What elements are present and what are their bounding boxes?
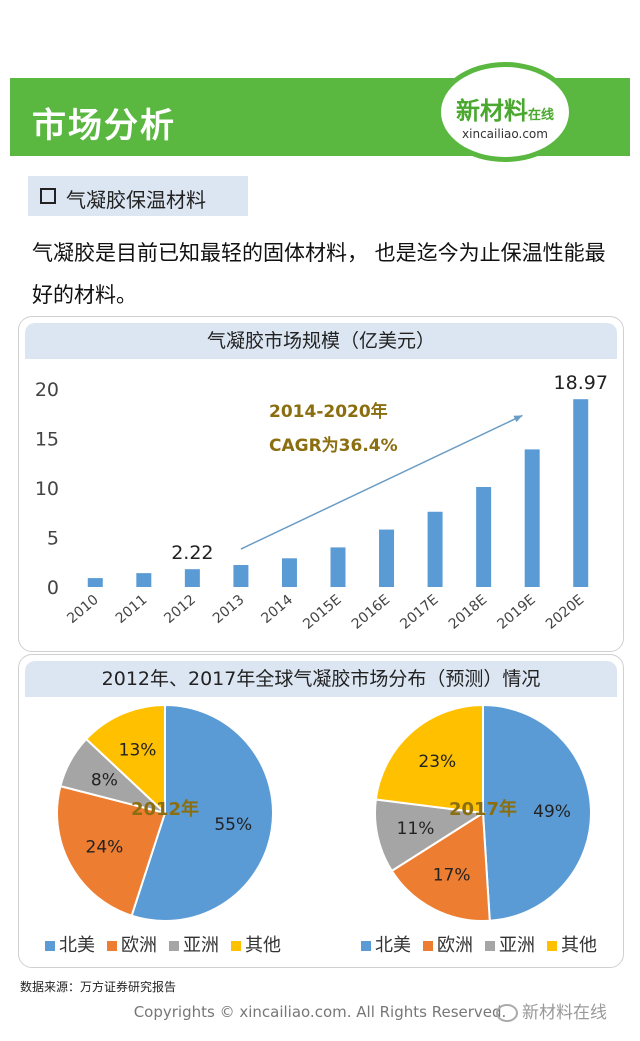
y-tick-label: 20 [35, 379, 59, 401]
subheading-text: 气凝胶保温材料 [66, 188, 206, 212]
x-tick-label: 2016E [349, 592, 393, 633]
bar [524, 449, 540, 587]
pie-center-label: 2017年 [449, 798, 517, 820]
wechat-account[interactable]: 新材料在线 [496, 998, 607, 1023]
pie-slice [56, 784, 167, 917]
page-title: 市场分析 [32, 106, 176, 146]
pie-chart-title: 2012年、2017年全球气凝胶市场分布（预测）情况 [25, 661, 617, 697]
pie-slice-label: 49% [533, 802, 571, 822]
bar [427, 511, 443, 587]
x-tick-label: 2012 [161, 592, 199, 627]
legend-swatch [361, 941, 371, 951]
pie-slice-label: 17% [433, 866, 471, 886]
wechat-label: 新材料在线 [522, 1003, 607, 1023]
pie-slice [390, 811, 491, 922]
data-label: 2.22 [171, 542, 213, 564]
bar [136, 573, 152, 587]
wechat-icon [496, 1004, 518, 1022]
logo-url-text: xincailiao.com [462, 127, 548, 141]
trend-arrow-line [240, 414, 523, 550]
copyright-text: Copyrights © xincailiao.com. All Rights … [133, 1003, 507, 1021]
cagr-annotation-line1: 2014-2020年 [269, 401, 388, 422]
bar [379, 529, 395, 587]
legend-label: 亚洲 [499, 935, 535, 956]
pie-slice [374, 703, 484, 815]
x-tick-label: 2010 [64, 592, 102, 627]
bar [476, 487, 492, 587]
cagr-annotation-line2: CAGR为36.4% [269, 435, 398, 456]
brand-logo: 新材料在线 xincailiao.com [436, 62, 574, 162]
pie-center-label: 2012年 [131, 798, 199, 820]
square-bullet-icon [40, 188, 56, 204]
legend-swatch [231, 941, 241, 951]
x-tick-label: 2018E [446, 592, 490, 633]
legend-swatch [547, 941, 557, 951]
x-tick-label: 2011 [113, 592, 151, 627]
legend-swatch [169, 941, 179, 951]
y-tick-label: 15 [35, 429, 59, 451]
pie-chart-panel: 2012年、2017年全球气凝胶市场分布（预测）情况 55% 24% 8% 13% 20… [18, 654, 624, 968]
legend-swatch [423, 941, 433, 951]
pie-slice-label: 23% [418, 752, 456, 772]
logo-main-text: 新材料在线 [455, 97, 554, 125]
pie-slice-label: 24% [86, 837, 124, 857]
x-tick-label: 2015E [300, 592, 344, 633]
data-label: 18.97 [554, 372, 608, 394]
bar [573, 399, 589, 587]
x-tick-label: 2017E [397, 592, 441, 633]
data-source: 数据来源：万方证券研究报告 [20, 980, 177, 994]
legend-label: 亚洲 [183, 935, 219, 956]
trend-arrow-head [513, 415, 523, 423]
legend-label: 欧洲 [121, 935, 157, 956]
x-tick-label: 2013 [210, 592, 248, 627]
bar [184, 569, 200, 587]
bar-chart-title: 气凝胶市场规模（亿美元） [25, 323, 617, 359]
pie-slice [482, 703, 592, 922]
y-tick-label: 5 [47, 528, 59, 550]
pie-slice [130, 703, 274, 922]
section-subheading: 气凝胶保温材料 [28, 176, 248, 216]
bar [330, 547, 346, 587]
pie-slice-label: 55% [214, 815, 252, 835]
legend-label: 其他 [561, 935, 597, 956]
pie-slice-label: 11% [397, 819, 435, 839]
legend-swatch [107, 941, 117, 951]
y-tick-label: 0 [47, 577, 59, 599]
pie-slice [374, 798, 486, 873]
x-tick-label: 2020E [543, 592, 587, 633]
legend-swatch [485, 941, 495, 951]
pie-slice [84, 703, 166, 816]
legend-label: 其他 [245, 935, 281, 956]
legend-label: 北美 [375, 935, 411, 956]
pie-charts: 55% 24% 8%13% 2012年 49% 17% 11% 23% 2017年 [56, 703, 592, 922]
bar [233, 565, 249, 587]
bar-chart-panel: 气凝胶市场规模（亿美元） 0 5 10 15 20 2010 2011 2012 2013 201… [18, 316, 624, 652]
x-tick-label: 2019E [494, 592, 538, 633]
x-tick-label: 2014 [258, 592, 296, 627]
pie-slice-label: 13% [119, 741, 157, 761]
intro-paragraph: 气凝胶是目前已知最轻的固体材料， 也是迄今为止保温性能最好的材料。 [32, 241, 606, 307]
y-tick-label: 10 [35, 478, 59, 500]
bar [281, 558, 297, 587]
legend-swatch [45, 941, 55, 951]
pie-legend-left: 北美 欧洲 亚洲 其他 [39, 931, 287, 957]
legend-label: 北美 [59, 935, 95, 956]
pie-slice-label: 8% [91, 771, 118, 791]
legend-label: 欧洲 [437, 935, 473, 956]
pie-legend-right: 北美 欧洲 亚洲 其他 [355, 931, 603, 957]
bar [87, 578, 103, 587]
